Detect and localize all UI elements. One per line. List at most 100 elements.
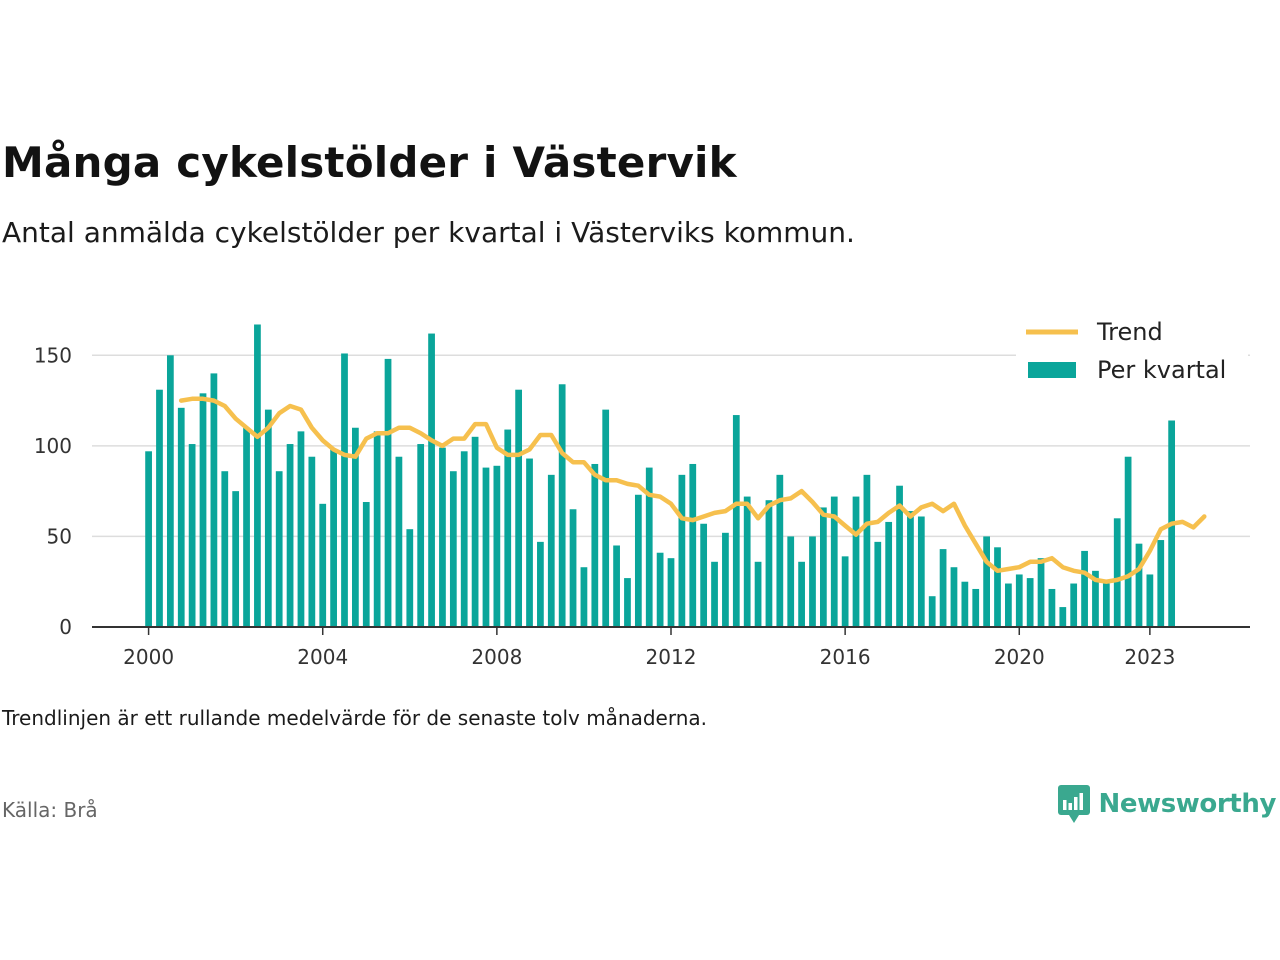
bar xyxy=(166,355,174,627)
legend-bars-label: Per kvartal xyxy=(1097,356,1226,384)
bar xyxy=(667,558,675,627)
x-tick-label: 2000 xyxy=(123,645,174,669)
bar xyxy=(177,407,185,627)
bar xyxy=(580,567,588,627)
bar xyxy=(852,496,860,627)
bar xyxy=(776,474,784,627)
legend-trend-label: Trend xyxy=(1096,318,1163,346)
bar xyxy=(885,521,893,627)
bar xyxy=(1092,570,1099,627)
bar xyxy=(1048,588,1056,627)
bar xyxy=(471,436,479,627)
legend-bars-swatch xyxy=(1028,362,1076,378)
bar xyxy=(1124,456,1132,627)
axes: 0 50 100 150 2000 2004 2008 2012 2016 2020 2023 xyxy=(34,343,1250,669)
bar xyxy=(395,456,403,627)
bar xyxy=(493,465,501,627)
bar-chart: 0 50 100 150 2000 2004 2008 2012 2016 2020 2023 Tr… xyxy=(34,314,1250,669)
bar xyxy=(264,409,272,627)
bar xyxy=(373,431,381,627)
bar xyxy=(983,536,990,627)
bar xyxy=(994,547,1001,627)
bar xyxy=(1059,607,1067,627)
bar xyxy=(286,444,294,627)
bar xyxy=(297,431,305,627)
bar xyxy=(722,532,729,627)
bar xyxy=(156,389,163,627)
bar xyxy=(188,444,196,627)
bar xyxy=(221,471,229,627)
bar xyxy=(384,358,392,627)
bar xyxy=(1135,543,1143,627)
bar xyxy=(907,511,914,627)
bar xyxy=(874,541,882,627)
bar xyxy=(460,451,468,627)
trend-series xyxy=(178,396,1207,584)
bar xyxy=(199,393,207,627)
chart-title: Många cykelstölder i Västervik xyxy=(2,138,737,187)
bar xyxy=(515,389,523,627)
bar xyxy=(819,507,827,627)
bar xyxy=(1157,540,1165,627)
bar xyxy=(972,588,980,627)
bar xyxy=(961,581,969,627)
bar xyxy=(558,384,566,627)
bar xyxy=(308,456,316,627)
bar xyxy=(449,471,457,627)
bar xyxy=(1081,550,1088,627)
bar xyxy=(1005,583,1012,627)
bar xyxy=(787,536,795,627)
legend-background xyxy=(1016,314,1248,398)
x-tick-label: 2020 xyxy=(994,645,1045,669)
bar xyxy=(482,467,490,627)
bar xyxy=(1146,574,1154,627)
bar xyxy=(341,353,348,627)
bar xyxy=(624,578,631,627)
chart-subtitle: Antal anmälda cykelstölder per kvartal i… xyxy=(2,216,855,249)
y-tick-label: 0 xyxy=(59,615,72,639)
y-tick-label: 150 xyxy=(34,343,72,367)
bar xyxy=(145,451,152,627)
bar xyxy=(210,373,218,627)
bar xyxy=(689,463,697,627)
bar xyxy=(439,447,446,627)
bar xyxy=(406,529,414,627)
bar xyxy=(428,333,435,627)
bar xyxy=(591,463,599,627)
bar xyxy=(863,474,871,627)
bar xyxy=(754,561,762,627)
bar xyxy=(928,596,936,627)
newsworthy-logo: Newsworthy xyxy=(1057,784,1276,824)
bar xyxy=(352,427,359,627)
x-tick-label: 2008 xyxy=(471,645,522,669)
bar xyxy=(1102,583,1110,627)
trend-note: Trendlinjen är ett rullande medelvärde f… xyxy=(2,706,708,730)
bar xyxy=(700,523,708,627)
bar xyxy=(939,549,947,627)
bar xyxy=(232,491,240,627)
bar xyxy=(841,556,849,627)
bar xyxy=(417,444,425,627)
bar xyxy=(678,474,686,627)
legend: Trend Per kvartal xyxy=(1016,314,1248,398)
x-tick-label: 2004 xyxy=(297,645,348,669)
x-tick-label: 2016 xyxy=(820,645,871,669)
bar xyxy=(547,474,555,627)
bar xyxy=(504,429,512,627)
bar xyxy=(645,467,653,627)
bar xyxy=(254,324,261,627)
bar xyxy=(613,545,620,627)
bar xyxy=(809,536,816,627)
bar xyxy=(917,516,925,627)
brand-name: Newsworthy xyxy=(1098,789,1277,819)
bar xyxy=(830,496,838,627)
newsworthy-icon xyxy=(1057,785,1090,823)
bar xyxy=(569,509,577,627)
bar xyxy=(656,552,664,627)
bar xyxy=(537,541,544,627)
bar xyxy=(330,449,337,627)
x-tick-label: 2012 xyxy=(646,645,697,669)
bar xyxy=(602,409,610,627)
bar xyxy=(1113,518,1121,627)
bar xyxy=(896,485,903,627)
